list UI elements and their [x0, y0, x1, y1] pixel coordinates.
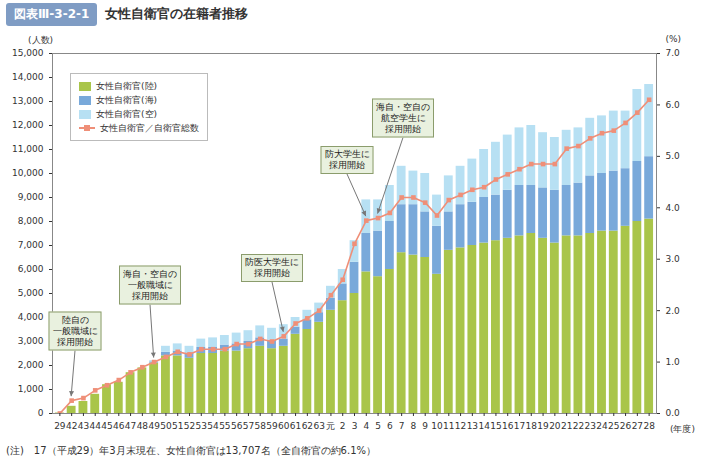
svg-text:12,000: 12,000 — [12, 120, 44, 130]
svg-text:45: 45 — [101, 421, 112, 431]
svg-text:19: 19 — [537, 421, 549, 431]
html-text:女性自衛官の在籍者推移: 女性自衛官の在籍者推移 — [105, 6, 249, 21]
svg-text:62: 62 — [302, 421, 313, 431]
svg-text:47: 47 — [125, 421, 136, 431]
svg-text:25: 25 — [608, 421, 619, 431]
svg-text:46: 46 — [113, 421, 125, 431]
svg-text:6.0: 6.0 — [666, 100, 681, 110]
svg-text:17: 17 — [514, 421, 525, 431]
svg-text:52: 52 — [184, 421, 195, 431]
html-text:防医大学生に 採用開始: 防医大学生に 採用開始 — [245, 257, 299, 278]
html-text:(年度): (年度) — [670, 424, 695, 434]
svg-text:15,000: 15,000 — [12, 48, 44, 58]
svg-text:48: 48 — [137, 421, 149, 431]
svg-text:5.0: 5.0 — [666, 151, 681, 161]
svg-text:43: 43 — [78, 421, 89, 431]
html-text:女性自衛官(空): 女性自衛官(空) — [96, 109, 157, 119]
svg-text:29: 29 — [54, 421, 66, 431]
svg-text:3: 3 — [352, 421, 358, 431]
svg-text:9,000: 9,000 — [18, 192, 44, 202]
svg-text:4.0: 4.0 — [666, 203, 681, 213]
svg-text:13,000: 13,000 — [12, 96, 44, 106]
svg-text:6: 6 — [387, 421, 393, 431]
svg-text:57: 57 — [243, 421, 254, 431]
html-text:(人数): (人数) — [28, 35, 53, 45]
svg-text:0.0: 0.0 — [666, 408, 681, 418]
svg-text:1,000: 1,000 — [18, 384, 44, 394]
svg-text:59: 59 — [266, 421, 278, 431]
svg-text:9: 9 — [422, 421, 428, 431]
html-text:女性自衛官／自衛官総数: 女性自衛官／自衛官総数 — [100, 123, 199, 133]
svg-text:7.0: 7.0 — [666, 48, 681, 58]
html-text:女性自衛官(陸): 女性自衛官(陸) — [96, 81, 157, 91]
svg-text:0: 0 — [38, 408, 44, 418]
html-text:(注) 17（平成29）年3月末現在、女性自衛官は13,70: (注) 17（平成29）年3月末現在、女性自衛官は13,707名（全自衛官の約6… — [6, 444, 376, 456]
svg-text:6,000: 6,000 — [18, 264, 44, 274]
html-text:海自・空自の 航空学生に 採用開始: 海自・空自の 航空学生に 採用開始 — [376, 101, 430, 134]
svg-text:1.0: 1.0 — [666, 357, 681, 367]
svg-text:3.0: 3.0 — [666, 254, 681, 264]
svg-text:18: 18 — [526, 421, 538, 431]
svg-text:5: 5 — [375, 421, 381, 431]
svg-text:2,000: 2,000 — [18, 360, 44, 370]
svg-text:22: 22 — [573, 421, 584, 431]
svg-text:5,000: 5,000 — [18, 288, 44, 298]
html-text:防大学生に 採用開始: 防大学生に 採用開始 — [324, 149, 370, 170]
svg-text:27: 27 — [632, 421, 643, 431]
svg-text:49: 49 — [148, 421, 160, 431]
svg-text:11: 11 — [443, 421, 454, 431]
svg-text:53: 53 — [196, 421, 207, 431]
svg-text:28: 28 — [643, 421, 655, 431]
svg-text:20: 20 — [549, 421, 561, 431]
svg-text:24: 24 — [596, 421, 608, 431]
svg-text:44: 44 — [89, 421, 101, 431]
html-text:女性自衛官(海): 女性自衛官(海) — [96, 95, 157, 105]
svg-text:2.0: 2.0 — [666, 306, 681, 316]
svg-text:16: 16 — [502, 421, 514, 431]
svg-text:55: 55 — [219, 421, 230, 431]
svg-text:7,000: 7,000 — [18, 240, 44, 250]
svg-text:60: 60 — [278, 421, 290, 431]
svg-text:26: 26 — [620, 421, 632, 431]
svg-text:4: 4 — [363, 421, 369, 431]
svg-text:14,000: 14,000 — [12, 72, 44, 82]
svg-text:61: 61 — [290, 421, 301, 431]
svg-text:元: 元 — [326, 421, 335, 431]
svg-text:7: 7 — [399, 421, 405, 431]
svg-text:63: 63 — [313, 421, 324, 431]
svg-text:56: 56 — [231, 421, 243, 431]
svg-text:21: 21 — [561, 421, 572, 431]
svg-text:50: 50 — [160, 421, 172, 431]
svg-text:11,000: 11,000 — [12, 144, 44, 154]
html-text:海自・空自の 一般職域に 採用開始: 海自・空自の 一般職域に 採用開始 — [123, 268, 177, 301]
svg-text:14: 14 — [478, 421, 490, 431]
svg-text:12: 12 — [455, 421, 466, 431]
html-text:図表Ⅲ-3-2-1: 図表Ⅲ-3-2-1 — [14, 6, 90, 21]
svg-text:4,000: 4,000 — [18, 312, 44, 322]
svg-text:8,000: 8,000 — [18, 216, 44, 226]
svg-text:13: 13 — [467, 421, 478, 431]
svg-text:8: 8 — [411, 421, 417, 431]
svg-text:42: 42 — [66, 421, 77, 431]
svg-text:15: 15 — [490, 421, 501, 431]
html-text:陸自の 一般職域に 採用開始: 陸自の 一般職域に 採用開始 — [52, 314, 98, 347]
svg-text:58: 58 — [254, 421, 266, 431]
svg-text:10,000: 10,000 — [12, 168, 44, 178]
svg-text:10: 10 — [431, 421, 443, 431]
svg-text:2: 2 — [340, 421, 346, 431]
svg-text:23: 23 — [584, 421, 595, 431]
svg-text:54: 54 — [207, 421, 219, 431]
svg-text:51: 51 — [172, 421, 183, 431]
svg-text:3,000: 3,000 — [18, 336, 44, 346]
